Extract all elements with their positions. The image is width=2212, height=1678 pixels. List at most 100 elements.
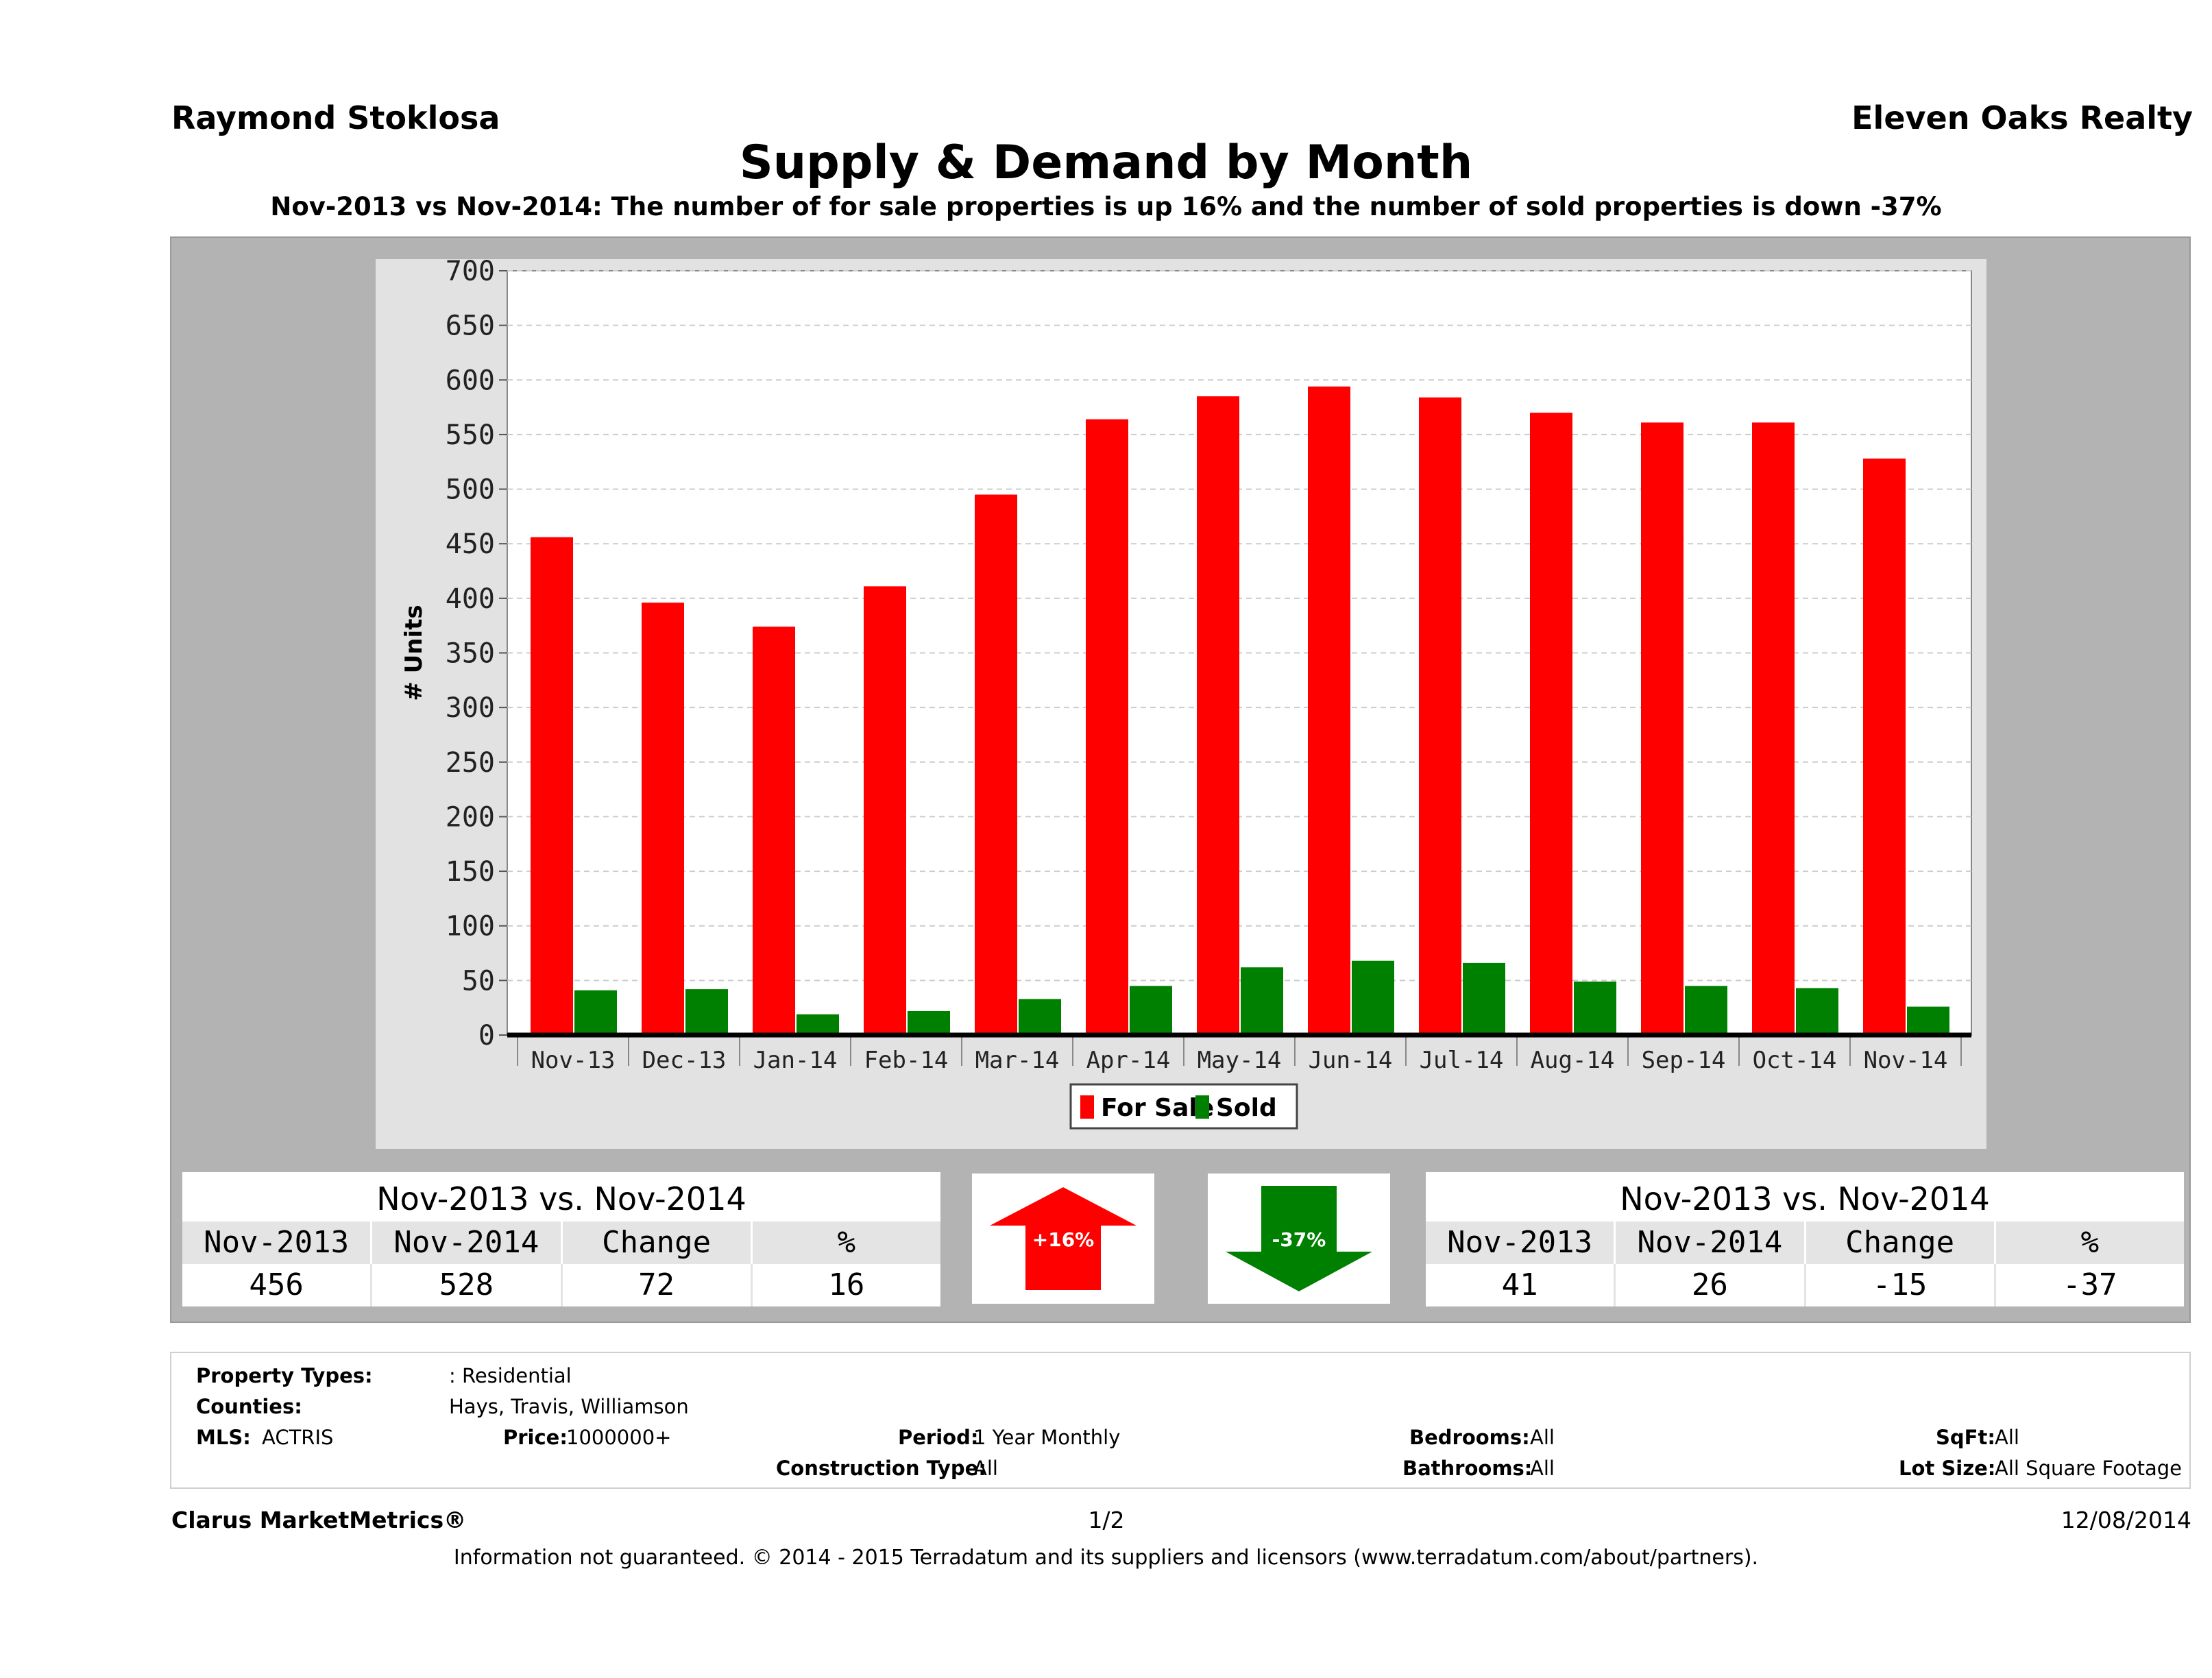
legend-box: [1069, 1083, 1298, 1130]
for-sale-bar: [1863, 458, 1906, 1035]
y-axis-label: # Units: [400, 605, 428, 701]
table-header-cell: Nov-2014: [1616, 1221, 1806, 1264]
y-tick-label: 200: [446, 801, 495, 833]
y-tick-label: 250: [446, 747, 495, 779]
sold-bar: [1907, 1006, 1949, 1035]
price-value: 1000000+: [566, 1426, 672, 1449]
sold-bar: [797, 1014, 839, 1035]
sold-bar: [1463, 962, 1505, 1035]
table-value-cell: 72: [563, 1264, 753, 1306]
mls-label: MLS:: [196, 1426, 251, 1449]
table-header-cell: Change: [563, 1221, 753, 1264]
down-indicator-box: -37%: [1208, 1174, 1390, 1304]
mls-value: ACTRIS: [262, 1426, 334, 1449]
for-sale-bar: [753, 627, 795, 1035]
table-title: Nov-2013 vs. Nov-2014: [1620, 1180, 1990, 1217]
bathrooms-value: All: [1530, 1457, 1555, 1480]
table-value-cell: 41: [1426, 1264, 1616, 1306]
up-arrow-icon: +16%: [990, 1187, 1137, 1290]
brokerage-name: Eleven Oaks Realty: [1851, 99, 2193, 136]
sold-bar: [1574, 981, 1616, 1035]
table-header-cell: %: [2080, 1225, 2100, 1260]
x-tick-label: Nov-14: [1864, 1047, 1948, 1074]
table-header-cell: Nov-2013: [1426, 1221, 1616, 1264]
x-tick-label: May-14: [1198, 1047, 1282, 1074]
for-sale-bar: [1197, 396, 1239, 1035]
sold-bar: [1130, 986, 1172, 1035]
sold-bar: [1685, 986, 1727, 1035]
y-tick-label: 0: [478, 1020, 495, 1051]
y-tick-label: 400: [446, 583, 495, 615]
x-tick-label: Mar-14: [975, 1047, 1060, 1074]
for-sale-comparison-table: Nov-2013 vs. Nov-2014 Nov-2013 Nov-2014 …: [182, 1172, 940, 1306]
construction-type-value: All: [973, 1457, 998, 1480]
down-indicator-label: -37%: [1272, 1228, 1326, 1251]
counties-value: Hays, Travis, Williamson: [449, 1395, 689, 1418]
page-title: Supply & Demand by Month: [739, 136, 1473, 190]
x-tick-label: Aug-14: [1531, 1047, 1615, 1074]
table-value-cell: 26: [1616, 1264, 1806, 1306]
x-tick-label: Nov-13: [531, 1047, 616, 1074]
y-tick-label: 500: [446, 474, 495, 506]
down-arrow-icon: -37%: [1226, 1186, 1372, 1291]
bathrooms-label: Bathrooms:: [1402, 1457, 1533, 1480]
table-header-cell: %: [837, 1225, 856, 1260]
x-tick-label: Dec-13: [642, 1047, 727, 1074]
sold-bar: [1352, 960, 1394, 1035]
y-tick-label: 300: [446, 692, 495, 724]
for-sale-bar: [975, 494, 1017, 1035]
sold-bar: [574, 990, 617, 1035]
bedrooms-value: All: [1530, 1426, 1555, 1449]
page-subtitle: Nov-2013 vs Nov-2014: The number of for …: [270, 192, 1942, 221]
y-tick-label: 100: [446, 911, 495, 943]
period-label: Period:: [898, 1426, 979, 1449]
filters-panel: Property Types: : Residential Counties: …: [170, 1352, 2191, 1489]
x-tick-label: Jan-14: [753, 1047, 838, 1074]
y-tick-label: 700: [446, 256, 495, 287]
footer-brand: Clarus MarketMetrics®: [171, 1507, 467, 1533]
legend-swatch-sold: [1195, 1095, 1209, 1119]
period-value: 1 Year Monthly: [973, 1426, 1121, 1449]
legend-label-for-sale: For Sale: [1101, 1094, 1214, 1122]
sold-bar: [685, 989, 728, 1035]
x-tick-label: Sep-14: [1642, 1047, 1726, 1074]
lot-size-value: All Square Footage: [1995, 1457, 2183, 1480]
for-sale-bar: [1530, 413, 1572, 1035]
legend-swatch-for-sale: [1080, 1095, 1094, 1119]
x-tick-label: Jun-14: [1309, 1047, 1393, 1074]
for-sale-bar: [642, 603, 684, 1035]
for-sale-bar: [1752, 422, 1795, 1035]
sold-comparison-table: Nov-2013 vs. Nov-2014 Nov-2013 Nov-2014 …: [1426, 1172, 2184, 1306]
agent-name: Raymond Stoklosa: [171, 99, 500, 136]
for-sale-bar: [531, 537, 573, 1035]
up-indicator-label: +16%: [1032, 1228, 1094, 1251]
x-tick-label: Jul-14: [1420, 1047, 1504, 1074]
table-header-cell: Nov-2014: [372, 1221, 563, 1264]
for-sale-bar: [1419, 397, 1461, 1035]
for-sale-bar: [864, 586, 906, 1035]
y-tick-label: 150: [446, 856, 495, 888]
y-tick-label: 550: [446, 420, 495, 451]
y-tick-label: 350: [446, 638, 495, 670]
y-tick-label: 50: [462, 965, 495, 997]
for-sale-bar: [1308, 386, 1350, 1035]
y-tick-label: 450: [446, 528, 495, 560]
price-label: Price:: [503, 1426, 568, 1449]
x-tick-label: Oct-14: [1753, 1047, 1837, 1074]
property-types-label: Property Types:: [196, 1364, 373, 1387]
table-value-cell: 456: [182, 1264, 373, 1306]
for-sale-bar: [1086, 419, 1128, 1035]
construction-type-label: Construction Type:: [776, 1457, 986, 1480]
bedrooms-label: Bedrooms:: [1409, 1426, 1530, 1449]
y-tick-label: 600: [446, 365, 495, 396]
x-tick-label: Apr-14: [1086, 1047, 1171, 1074]
table-value-cell: -15: [1806, 1264, 1996, 1306]
sold-bar: [1796, 988, 1838, 1035]
property-types-value: : Residential: [449, 1364, 572, 1387]
disclaimer: Information not guaranteed. © 2014 - 201…: [453, 1546, 1759, 1570]
sold-bar: [1019, 999, 1061, 1035]
table-value-cell: 16: [828, 1267, 865, 1302]
for-sale-bar: [1641, 422, 1684, 1035]
sqft-label: SqFt:: [1936, 1426, 1995, 1449]
